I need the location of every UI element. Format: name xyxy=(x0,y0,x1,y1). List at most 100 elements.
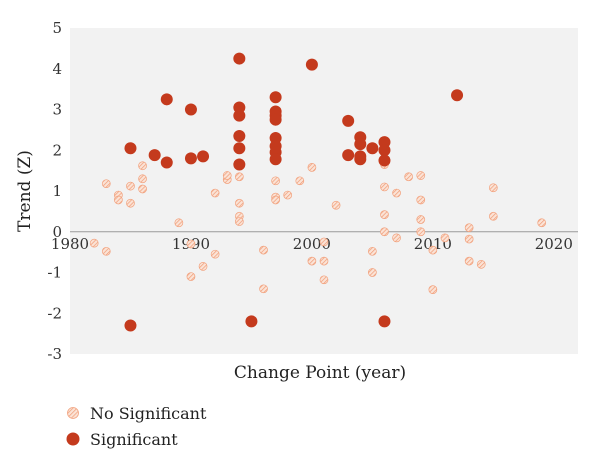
legend-item-no-significant: No Significant xyxy=(66,400,206,426)
no-significant-point xyxy=(416,171,426,180)
y-tick-label: 3 xyxy=(52,101,62,119)
no-significant-point xyxy=(271,195,280,205)
no-significant-point xyxy=(464,256,474,266)
significant-point xyxy=(197,150,210,163)
no-significant-point xyxy=(428,245,438,255)
significant-point xyxy=(124,319,137,332)
no-significant-point xyxy=(464,234,474,244)
no-significant-point xyxy=(428,285,438,294)
no-significant-point xyxy=(380,227,389,237)
no-significant-point xyxy=(222,171,232,180)
no-significant-point xyxy=(380,182,389,192)
no-significant-point xyxy=(114,195,123,205)
no-significant-point xyxy=(537,218,547,228)
no-significant-point xyxy=(234,198,244,208)
no-significant-point xyxy=(198,262,208,271)
no-significant-point xyxy=(283,190,293,200)
no-significant-point xyxy=(138,184,147,194)
significant-point xyxy=(269,91,282,104)
significant-point xyxy=(378,144,391,157)
legend-label-no-significant: No Significant xyxy=(90,403,207,423)
no-significant-point xyxy=(126,198,135,208)
no-significant-point xyxy=(307,256,317,266)
significant-point xyxy=(342,149,355,162)
y-tick-label: -1 xyxy=(47,264,62,282)
y-tick-label: 1 xyxy=(52,182,62,200)
no-significant-point xyxy=(138,161,147,171)
no-significant-point xyxy=(210,249,220,259)
y-tick-label: -3 xyxy=(47,345,62,363)
hatched-circle-icon xyxy=(67,407,79,419)
significant-point xyxy=(233,142,246,155)
no-significant-point xyxy=(416,215,426,224)
no-significant-point xyxy=(488,183,498,193)
no-significant-point xyxy=(101,246,111,256)
no-significant-point xyxy=(380,210,389,219)
no-significant-point xyxy=(101,179,111,189)
significant-point xyxy=(160,156,173,169)
y-tick-label: 0 xyxy=(52,223,62,241)
no-significant-point xyxy=(186,272,196,281)
no-significant-point xyxy=(259,284,268,294)
legend-item-significant: Significant xyxy=(66,426,206,452)
no-significant-point xyxy=(138,174,147,184)
no-significant-point xyxy=(319,275,329,285)
no-significant-point xyxy=(259,245,268,255)
no-significant-point xyxy=(234,172,244,182)
significant-point xyxy=(378,315,391,328)
significant-point xyxy=(305,58,318,71)
y-tick-label: -2 xyxy=(47,304,62,322)
no-significant-point xyxy=(307,163,317,172)
no-significant-point xyxy=(295,176,305,186)
significant-point xyxy=(269,153,282,166)
significant-point xyxy=(233,158,246,171)
significant-point xyxy=(354,138,367,151)
significant-point xyxy=(160,93,173,106)
no-significant-point xyxy=(234,217,244,226)
x-tick-label: 1980 xyxy=(51,235,89,253)
significant-point xyxy=(342,114,355,127)
no-significant-point xyxy=(368,268,377,277)
y-axis-title: Trend (Z) xyxy=(15,150,35,232)
no-significant-point xyxy=(319,237,329,247)
no-significant-point xyxy=(174,218,184,228)
significant-point xyxy=(184,152,197,165)
no-significant-point xyxy=(319,256,329,266)
no-significant-point xyxy=(271,176,280,186)
significant-point xyxy=(233,109,246,122)
legend-label-significant: Significant xyxy=(90,429,178,449)
significant-point xyxy=(354,153,367,166)
y-tick-label: 2 xyxy=(52,141,62,159)
no-significant-point xyxy=(210,188,220,198)
no-significant-point xyxy=(488,211,498,221)
no-significant-point xyxy=(416,227,426,237)
no-significant-point xyxy=(368,246,377,256)
x-axis-title: Change Point (year) xyxy=(234,363,406,383)
significant-point xyxy=(184,103,197,116)
significant-point xyxy=(366,142,379,155)
significant-point xyxy=(269,113,282,126)
no-significant-point xyxy=(464,223,474,233)
no-significant-point xyxy=(89,238,99,248)
significant-point xyxy=(148,149,161,162)
no-significant-point xyxy=(404,172,414,182)
no-significant-point xyxy=(392,188,401,198)
significant-point xyxy=(378,154,391,167)
no-significant-point xyxy=(186,239,196,249)
no-significant-point xyxy=(440,233,450,243)
significant-point xyxy=(124,142,137,155)
significant-point xyxy=(233,52,246,65)
significant-point xyxy=(451,89,464,102)
no-significant-point xyxy=(126,181,135,191)
no-significant-point xyxy=(476,260,486,269)
significant-point xyxy=(245,315,258,328)
filled-circle-icon xyxy=(66,432,80,446)
y-tick-label: 4 xyxy=(52,60,62,78)
significant-point xyxy=(233,129,246,142)
no-significant-point xyxy=(416,195,426,205)
y-tick-label: 5 xyxy=(52,19,62,37)
no-significant-point xyxy=(331,200,341,210)
no-significant-point xyxy=(392,233,401,243)
chart-legend: No Significant Significant xyxy=(66,400,206,452)
